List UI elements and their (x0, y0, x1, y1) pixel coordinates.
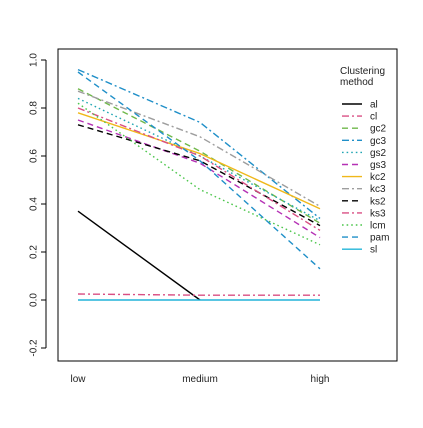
legend-label-gc2: gc2 (370, 124, 387, 135)
series-line-ks2 (77, 124, 321, 227)
legend-label-al: al (370, 100, 378, 111)
y-tick-label: 0.4 (29, 197, 40, 211)
y-tick-label: 0.2 (29, 245, 40, 259)
x-tick-label: high (311, 374, 330, 385)
y-tick-label: 1.0 (29, 53, 40, 67)
series-line-cl (77, 293, 320, 296)
y-axis: -0.2 0.0 0.2 0.4 0.6 0.8 1.0 (29, 53, 47, 357)
legend-label-cl: cl (370, 112, 377, 123)
series-line-gc3 (77, 68, 321, 219)
y-tick-label: 0.8 (29, 101, 40, 115)
legend-label-kc3: kc3 (370, 184, 386, 195)
x-tick-label: medium (182, 374, 218, 385)
legend-label-gc3: gc3 (370, 136, 387, 147)
series-line-ks3 (77, 107, 321, 231)
legend-title: method (340, 77, 373, 88)
y-tick-label: 0.0 (29, 293, 40, 307)
legend-label-sl: sl (370, 245, 377, 256)
legend-label-ks3: ks3 (370, 208, 386, 219)
series-layer (77, 68, 321, 301)
legend: Clusteringmethodalclgc2gc3gs2gs3kc2kc3ks… (340, 66, 389, 256)
y-tick-label: -0.2 (29, 339, 40, 357)
series-line-kc2 (77, 112, 321, 210)
series-line-kc3 (77, 90, 321, 208)
legend-title: Clustering (340, 66, 385, 77)
legend-label-lcm: lcm (370, 221, 386, 232)
y-tick-label: 0.6 (29, 149, 40, 163)
legend-label-ks2: ks2 (370, 196, 386, 207)
series-line-gs3 (77, 119, 321, 239)
legend-label-gs2: gs2 (370, 148, 387, 159)
legend-label-kc2: kc2 (370, 172, 386, 183)
x-tick-label: low (70, 374, 86, 385)
legend-label-gs3: gs3 (370, 160, 387, 171)
plot-area (57, 48, 398, 362)
x-axis: low medium high (70, 374, 329, 385)
series-line-al (77, 210, 201, 301)
legend-label-pam: pam (370, 233, 389, 244)
series-line-pam (77, 71, 321, 270)
